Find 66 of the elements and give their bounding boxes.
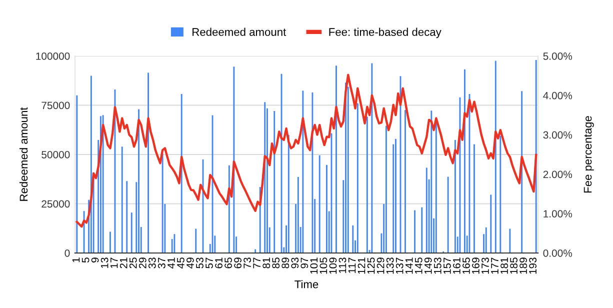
- x-tick-label: 65: [224, 258, 232, 268]
- x-tick-label: 45: [177, 258, 184, 269]
- y-tick-label: 0: [64, 250, 70, 257]
- x-tick-label: 105: [320, 258, 328, 274]
- y-axis-title: Redeemed amount: [19, 107, 28, 201]
- x-tick-label: 13: [100, 258, 108, 268]
- x-tick-label: 89: [282, 258, 290, 268]
- x-tick-label: 73: [244, 258, 252, 268]
- x-tick-label: 189: [520, 258, 527, 274]
- x-tick-label: 121: [358, 258, 366, 274]
- y2-tick-label: 5.00%: [543, 52, 572, 60]
- x-tick-label: 177: [491, 258, 498, 274]
- y-tick-label: 50000: [42, 151, 70, 158]
- y2-tick-label: 3.00%: [543, 131, 572, 139]
- y2-tick-label: 2.00%: [543, 170, 572, 178]
- x-tick-label: 101: [310, 258, 318, 274]
- x-tick-label: 81: [262, 258, 270, 268]
- x-tick-label: 185: [510, 258, 518, 274]
- y2-axis-title: Fee percentage: [584, 116, 594, 192]
- y2-tick-label: 0.00%: [543, 250, 572, 257]
- y-tick-label: 100000: [36, 52, 70, 60]
- x-tick-label: 9: [91, 258, 99, 262]
- y2-tick-label: 4.00%: [543, 92, 572, 100]
- x-tick-label: 57: [206, 258, 213, 268]
- y-tick-label: 75000: [42, 102, 70, 110]
- x-tick-label: 53: [196, 258, 204, 268]
- x-tick-label: 1: [72, 258, 80, 262]
- x-tick-label: 5: [82, 258, 90, 263]
- x-tick-label: 93: [291, 258, 299, 268]
- legend-label: Fee: time-based decay: [329, 28, 442, 38]
- x-tick-label: 181: [500, 258, 508, 274]
- x-tick-label: 157: [444, 258, 451, 274]
- legend-label: Redeemed amount: [192, 28, 286, 36]
- x-tick-label: 165: [462, 258, 470, 274]
- x-tick-label: 117: [348, 258, 356, 273]
- x-tick-label: 37: [158, 258, 166, 268]
- x-tick-label: 29: [138, 258, 146, 268]
- x-tick-label: 145: [415, 258, 422, 274]
- x-tick-label: 41: [168, 258, 175, 269]
- x-tick-label: 173: [482, 258, 489, 274]
- x-tick-label: 25: [129, 258, 137, 268]
- x-tick-label: 61: [215, 258, 222, 268]
- x-tick-label: 137: [396, 258, 404, 274]
- x-tick-label: 149: [424, 258, 432, 274]
- x-tick-label: 161: [453, 258, 460, 274]
- x-axis-title: Time: [294, 280, 318, 288]
- line-series: [76, 74, 538, 228]
- x-tick-label: 141: [406, 258, 413, 274]
- x-tick-label: 193: [529, 258, 537, 274]
- x-tick-label: 49: [186, 258, 194, 269]
- x-tick-label: 97: [300, 258, 308, 268]
- x-tick-label: 153: [434, 258, 442, 274]
- x-tick-label: 169: [472, 258, 480, 274]
- x-tick-label: 109: [329, 258, 337, 274]
- x-tick-label: 33: [148, 258, 156, 268]
- y2-tick-label: 1.00%: [544, 210, 572, 218]
- x-tick-label: 69: [234, 258, 242, 268]
- x-tick-label: 21: [120, 258, 128, 268]
- x-tick-label: 129: [376, 258, 384, 274]
- x-tick-label: 85: [272, 258, 280, 268]
- x-tick-label: 113: [338, 258, 346, 273]
- x-tick-label: 77: [253, 258, 260, 268]
- x-tick-label: 17: [110, 258, 118, 268]
- x-tick-label: 133: [386, 258, 394, 274]
- y-tick-label: 25000: [42, 200, 70, 208]
- x-tick-label: 125: [367, 258, 375, 274]
